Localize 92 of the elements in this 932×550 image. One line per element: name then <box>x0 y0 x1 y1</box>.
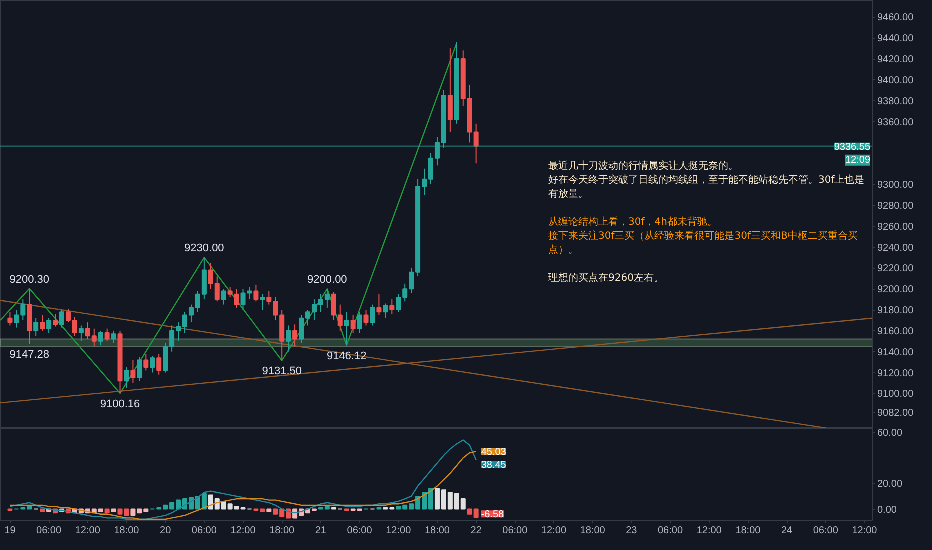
candlestick <box>370 304 376 326</box>
annotation: 9200.30 <box>10 274 50 286</box>
candlestick <box>46 318 52 334</box>
x-tick-label: 23 <box>626 526 638 536</box>
candlestick <box>344 312 350 346</box>
x-tick-label: 06:00 <box>813 526 839 536</box>
y-tick-label: 9380.00 <box>878 96 914 108</box>
candlestick <box>364 310 369 326</box>
annotation: 9146.12 <box>326 350 367 362</box>
y-tick-label: 9440.00 <box>878 34 914 45</box>
bar <box>111 508 116 512</box>
y-tick-label: 9240.00 <box>878 242 914 254</box>
annotation: 9131.50 <box>262 366 302 378</box>
x-tick-label: 06:00 <box>658 526 684 536</box>
x-tick-label: 18:00 <box>114 526 140 536</box>
x-tick-label: 19 <box>4 526 16 536</box>
x-tick-label: 06:00 <box>36 526 62 536</box>
candlestick <box>376 294 382 316</box>
candlestick <box>286 325 292 352</box>
y-tick-label: 20.00 <box>878 479 903 490</box>
x-tick-label: 18:00 <box>270 526 296 536</box>
annotation: 9230.00 <box>184 242 224 255</box>
y-tick-label: 9260.00 <box>878 222 914 233</box>
annotation: 9147.28 <box>10 349 50 362</box>
x-tick-label: 18:00 <box>424 526 450 536</box>
candlestick <box>104 328 110 342</box>
annotation: 38.45 <box>481 460 507 472</box>
annotation: 9200.00 <box>308 274 348 286</box>
x-tick-label: 24 <box>781 526 794 536</box>
bar <box>104 508 110 514</box>
y-tick-label: 9180.00 <box>878 306 914 317</box>
candlestick <box>137 356 142 382</box>
candlestick <box>130 360 136 384</box>
y-tick-label: 9082.00 <box>878 408 914 419</box>
x-tick-label: 06:00 <box>502 526 528 536</box>
annotation: 好在今天终于突破了日线的均线组，至于能不能站稳先不管。30f上也是有放量。 <box>548 174 865 200</box>
x-tick-label: 18:00 <box>736 526 762 536</box>
y-tick-label: 9100.00 <box>878 389 914 400</box>
candlestick <box>124 367 130 389</box>
x-tick-label: 18:00 <box>580 526 606 536</box>
candlestick <box>40 314 46 332</box>
x-tick-label: 06:00 <box>347 526 373 536</box>
annotation: 最近几十刀波动的行情属实让人挺无奈的。 <box>548 160 738 172</box>
candlestick <box>53 314 58 328</box>
annotation: 45.03 <box>481 447 507 458</box>
candlestick <box>150 356 156 374</box>
candlestick <box>292 324 298 348</box>
y-tick-label: 60.00 <box>878 428 903 440</box>
x-tick-label: 20 <box>160 526 172 536</box>
y-tick-label: 9220.00 <box>878 264 914 275</box>
x-tick-label: 21 <box>315 526 327 536</box>
candlestick <box>221 288 226 306</box>
y-tick-label: 9140.00 <box>878 347 914 358</box>
x-tick-label: 12:00 <box>541 526 567 536</box>
y-tick-label: 9200.00 <box>878 284 914 296</box>
y-tick-label: 9420.00 <box>878 54 914 66</box>
candlestick <box>254 284 259 302</box>
x-tick-label: 22 <box>470 526 482 536</box>
candlestick <box>59 310 65 328</box>
candlestick <box>34 318 39 337</box>
candlestick <box>260 294 266 311</box>
y-tick-label: 0.00 <box>878 504 898 516</box>
annotation: 12:09 <box>845 154 871 166</box>
annotation: 理想的买点在9260左右。 <box>548 272 664 284</box>
candlestick <box>144 353 149 372</box>
y-tick-label: 9460.00 <box>878 12 914 24</box>
candlestick <box>383 303 388 319</box>
y-tick-label: 9400.00 <box>878 75 914 86</box>
x-tick-label: 06:00 <box>192 526 218 536</box>
y-tick-label: 9300.00 <box>878 180 914 192</box>
candlestick <box>156 353 162 376</box>
annotation: 接下来关注30f三买（从经验来看很可能是30f三买和B中枢二买重合买点）。 <box>548 230 858 256</box>
x-tick-label: 12:00 <box>386 526 412 536</box>
candlestick <box>350 314 356 334</box>
x-tick-label: 12:00 <box>852 526 878 536</box>
candlestick <box>390 299 395 315</box>
y-tick-label: 9360.00 <box>878 117 914 128</box>
candlestick <box>78 325 84 342</box>
bar <box>40 508 46 512</box>
x-tick-label: 12:00 <box>75 526 101 536</box>
y-tick-label: 9280.00 <box>878 200 914 212</box>
y-tick-label: 9120.00 <box>878 368 914 380</box>
candlestick <box>98 330 104 346</box>
candlestick <box>111 330 116 344</box>
x-tick-label: 12:00 <box>230 526 256 536</box>
y-tick-label: 9160.00 <box>878 326 914 338</box>
x-tick-label: 12:00 <box>696 526 722 536</box>
annotation: 从缠论结构上看，30f，4h都未背驰。 <box>548 216 718 228</box>
annotation: 9100.16 <box>100 398 140 411</box>
candlestick <box>8 312 13 326</box>
candlestick <box>357 312 362 334</box>
bar <box>266 508 272 512</box>
